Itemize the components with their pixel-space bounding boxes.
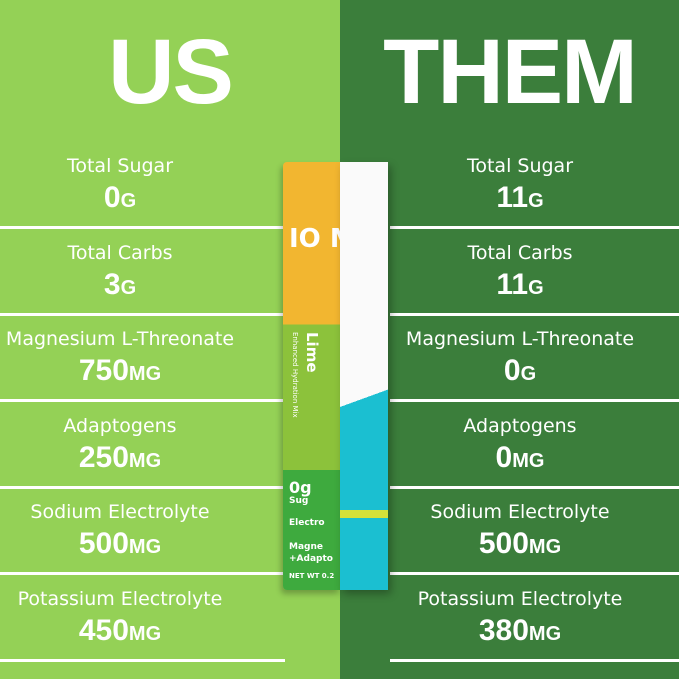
value-number: 11 (496, 267, 529, 301)
value-unit: G (528, 276, 544, 299)
value-unit: MG (128, 363, 162, 385)
value-number: 0 (495, 440, 513, 474)
nutrient-label: Total Sugar (466, 155, 574, 177)
value-number: 750 (78, 354, 129, 387)
nutrient-label: Adaptogens (463, 414, 577, 437)
nutrient-label: Total Carbs (467, 241, 573, 264)
them-row: Sodium Electrolyte 500MG (400, 486, 640, 572)
nutrient-value: 250MG (0, 440, 240, 479)
nutrient-label: Total Sugar (66, 155, 174, 177)
packet-adaptogens: +Adapto (289, 554, 333, 564)
row-divider (390, 485, 679, 489)
value-number: 450 (78, 613, 129, 647)
nutrient-value: 0G (0, 180, 240, 219)
value-unit: MG (128, 536, 162, 558)
them-row: Adaptogens 0MG (400, 400, 640, 486)
nutrient-label: Sodium Electrolyte (30, 501, 210, 523)
nutrient-value: 11G (400, 180, 640, 219)
value-unit: G (120, 276, 137, 299)
row-divider (0, 485, 285, 489)
value-unit: G (120, 190, 137, 212)
value-number: 380 (478, 613, 529, 647)
row-divider (0, 658, 285, 662)
row-divider (390, 399, 679, 402)
nutrient-value: 500MG (400, 526, 640, 565)
nutrient-label: Magnesium L-Threonate (5, 328, 235, 350)
packet-flavor: Lime (303, 332, 321, 373)
us-heading: US (108, 21, 234, 123)
value-number: 500 (478, 527, 529, 560)
them-row: Magnesium L-Threonate 0G (400, 313, 640, 399)
value-unit: G (528, 190, 544, 212)
competitor-packet (340, 162, 388, 590)
nutrient-label: Magnesium L-Threonate (405, 328, 635, 350)
nutrient-value: 750MG (0, 353, 240, 392)
us-row: Potassium Electrolyte 450MG (0, 573, 240, 659)
nutrient-value: 500MG (0, 526, 240, 565)
value-number: 500 (78, 527, 129, 560)
packet-sugar-label: Sug (289, 496, 309, 506)
nutrient-value: 450MG (0, 613, 240, 652)
row-divider (390, 572, 679, 575)
value-unit: MG (128, 449, 162, 472)
nutrient-value: 3G (0, 267, 240, 306)
row-divider (0, 226, 285, 229)
value-number: 3 (103, 267, 121, 301)
product-packet: IO MI Lime Enhanced Hydration Mix 0g Sug… (283, 162, 340, 590)
value-number: 250 (78, 440, 129, 474)
us-row: Total Carbs 3G (0, 227, 240, 313)
us-row: Total Sugar 0G (0, 140, 240, 226)
value-unit: MG (512, 449, 545, 472)
packet-subtitle: Enhanced Hydration Mix (291, 332, 299, 418)
value-unit: MG (128, 622, 162, 645)
nutrient-label: Potassium Electrolyte (417, 587, 623, 610)
value-number: 0 (503, 354, 521, 387)
nutrient-value: 0MG (400, 440, 640, 479)
nutrient-label: Sodium Electrolyte (430, 501, 610, 523)
us-row: Magnesium L-Threonate 750MG (0, 313, 240, 399)
row-divider (390, 312, 679, 316)
nutrient-label: Adaptogens (63, 414, 177, 437)
nutrient-value: 0G (400, 353, 640, 392)
packet-sugar: 0g (289, 478, 312, 497)
packet-magnesium: Magne (289, 542, 323, 552)
row-divider (390, 658, 679, 662)
nutrient-label: Potassium Electrolyte (17, 587, 223, 610)
packet-electrolytes: Electro (289, 518, 325, 528)
us-row: Sodium Electrolyte 500MG (0, 486, 240, 572)
packet-brand: IO MI (289, 224, 340, 254)
us-row: Adaptogens 250MG (0, 400, 240, 486)
nutrient-value: 380MG (400, 613, 640, 652)
them-row: Total Carbs 11G (400, 227, 640, 313)
nutrient-value: 11G (400, 267, 640, 306)
nutrient-label: Total Carbs (67, 241, 173, 264)
them-panel: THEM Total Sugar 11G Total Carbs 11G Magne… (340, 0, 679, 679)
value-number: 0 (103, 181, 121, 214)
row-divider (0, 572, 285, 575)
row-divider (0, 399, 285, 402)
them-heading: THEM (383, 21, 638, 123)
value-number: 11 (496, 181, 529, 214)
packet-net-wt: NET WT 0.2 (289, 572, 335, 580)
value-unit: MG (528, 536, 562, 558)
value-unit: G (520, 363, 537, 385)
them-row: Total Sugar 11G (400, 140, 640, 226)
value-unit: MG (528, 622, 562, 645)
row-divider (390, 226, 679, 229)
them-row: Potassium Electrolyte 380MG (400, 573, 640, 659)
row-divider (0, 312, 285, 316)
